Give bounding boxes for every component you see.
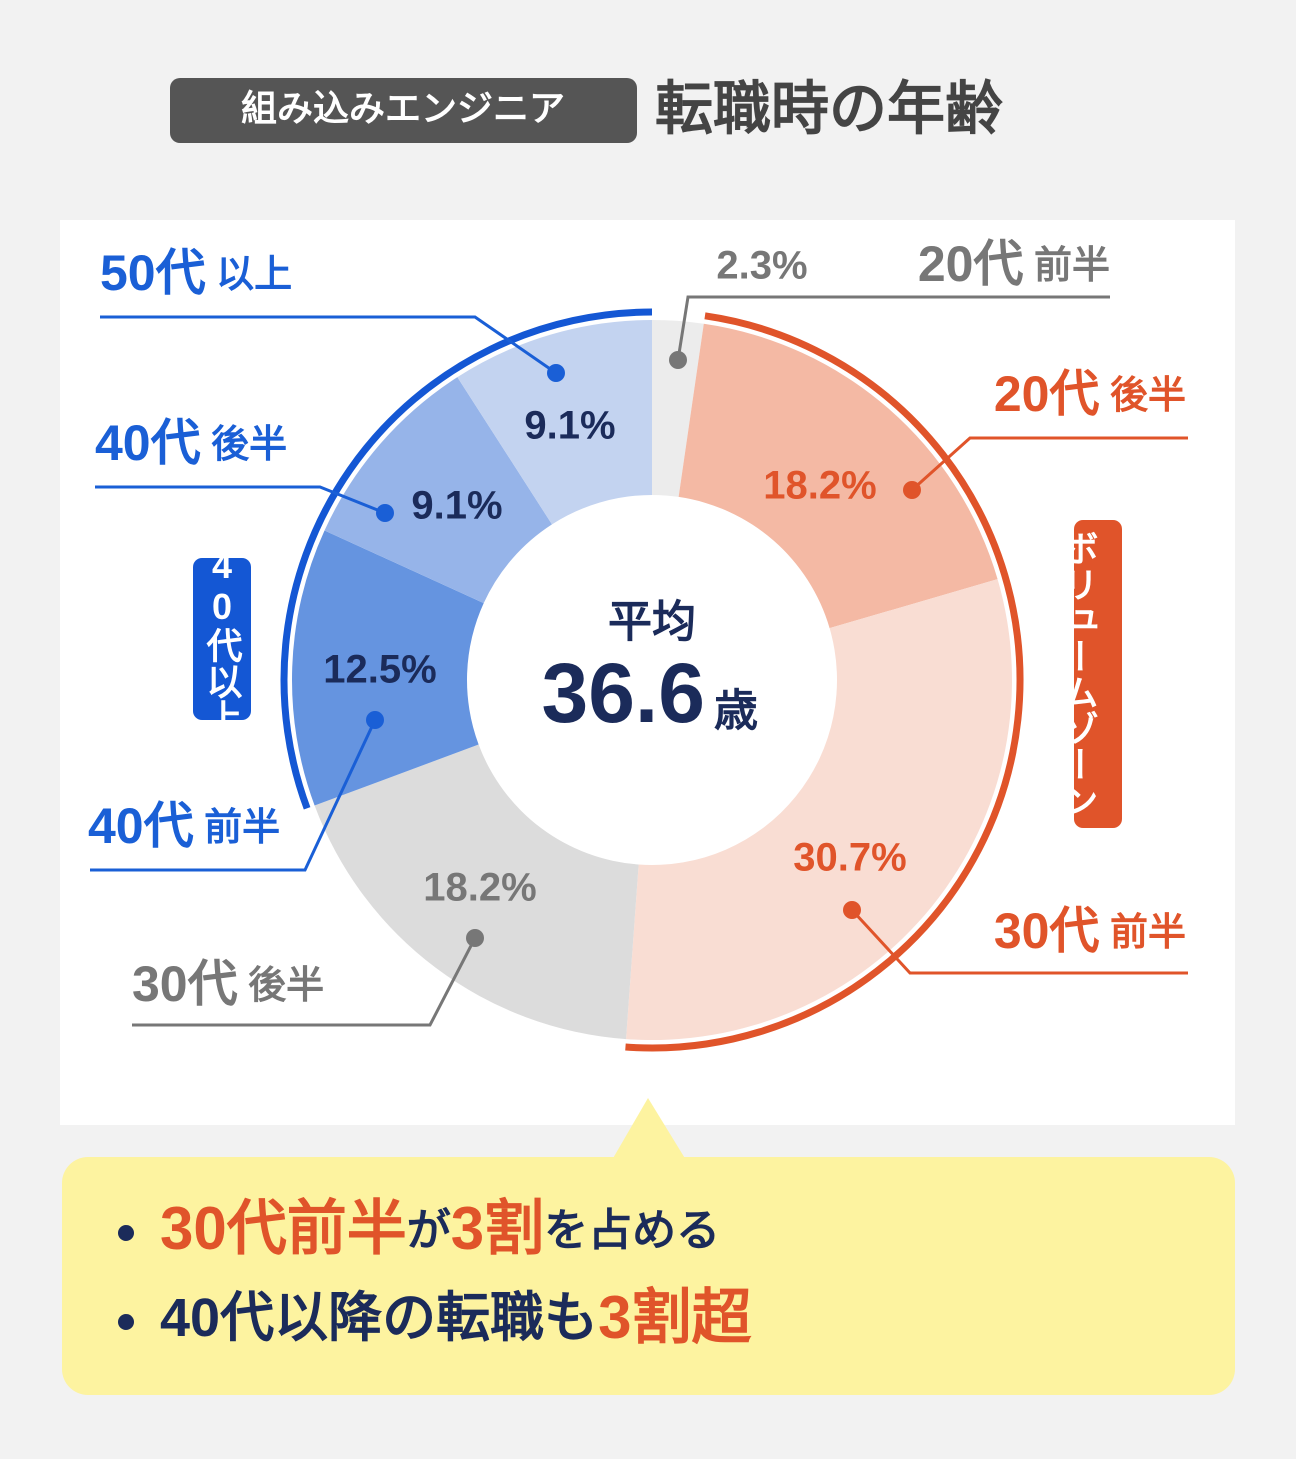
category-label: 40代 後半 (95, 415, 287, 471)
category-label: 20代 前半 (918, 236, 1110, 292)
summary-line: 30代前半が3割を占める (160, 1195, 720, 1262)
donut-segment (678, 323, 998, 629)
group-bracket (280, 308, 653, 810)
leader-dot (903, 481, 921, 499)
value-label: 18.2% (423, 866, 536, 910)
donut-segment (292, 530, 484, 806)
leader-line (100, 315, 557, 375)
category-label: 30代 前半 (994, 903, 1186, 959)
title-badge (170, 78, 637, 143)
summary-segment: 3割超 (598, 1284, 752, 1351)
donut-segment (457, 320, 652, 525)
leader-dot (466, 929, 484, 947)
donut-segment (324, 377, 552, 604)
category-label: 40代 前半 (88, 798, 280, 854)
group-bracket (625, 312, 1024, 1052)
category-label: 30代 後半 (132, 956, 324, 1012)
leader-line (910, 436, 1188, 492)
summary-segment: が (407, 1206, 451, 1255)
badge-text: 組み込みエンジニア (241, 88, 565, 129)
chart-title: 転職時の年齢 (655, 76, 1003, 141)
center-label: 平均 (608, 598, 696, 647)
summary-segment: 40代以降の転職も (160, 1288, 598, 1348)
value-label: 9.1% (411, 484, 502, 528)
donut-segment (652, 320, 704, 497)
group-label: 40代以上 (202, 545, 244, 735)
summary-segment: を占める (544, 1206, 720, 1255)
group-badge (1074, 520, 1122, 828)
leader-dot (669, 351, 687, 369)
center-value: 36.6 (542, 646, 706, 740)
summary-pointer (612, 1098, 686, 1160)
group-label: ボリュームゾーン (1058, 530, 1099, 818)
leader-line (676, 295, 1110, 361)
leader-line (132, 937, 477, 1027)
leader-line (90, 719, 377, 872)
leader-line (95, 485, 386, 515)
summary-box (62, 1157, 1235, 1395)
summary-segment: 30代前半 (160, 1195, 407, 1262)
bullet (118, 1314, 134, 1330)
group-badge (193, 558, 251, 720)
summary-segment: 3割 (451, 1195, 544, 1262)
bullet (118, 1225, 134, 1241)
donut-segment (626, 579, 1012, 1040)
value-label: 9.1% (524, 404, 615, 448)
donut-segment (314, 744, 639, 1040)
summary-line: 40代以降の転職も3割超 (160, 1284, 752, 1351)
value-label: 30.7% (793, 836, 906, 880)
leader-dot (843, 901, 861, 919)
value-label: 12.5% (323, 648, 436, 692)
value-label: 18.2% (763, 464, 876, 508)
center-unit: 歳 (714, 687, 758, 736)
category-label: 50代 以上 (100, 245, 292, 301)
leader-dot (366, 711, 384, 729)
leader-dot (376, 504, 394, 522)
value-label: 2.3% (716, 244, 807, 288)
leader-line (850, 908, 1188, 975)
category-label: 20代 後半 (994, 366, 1186, 422)
leader-dot (547, 364, 565, 382)
